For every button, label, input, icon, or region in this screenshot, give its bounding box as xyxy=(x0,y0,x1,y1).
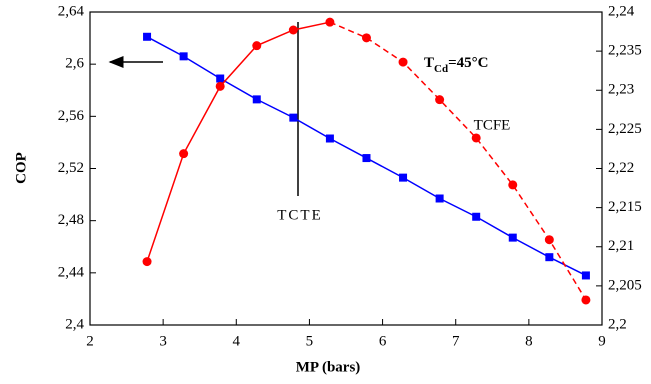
marker xyxy=(288,25,298,35)
marker xyxy=(361,33,371,43)
x-tick-label: 9 xyxy=(598,333,606,349)
x-tick-label: 4 xyxy=(233,333,241,349)
x-tick-label: 5 xyxy=(306,333,314,349)
annotation-sub: Cd xyxy=(434,63,448,75)
marker xyxy=(581,295,591,305)
marker xyxy=(215,81,225,91)
x-axis-label: MP (bars) xyxy=(296,359,361,375)
marker xyxy=(216,74,225,83)
annotation-rest: =45°C xyxy=(448,55,488,71)
marker xyxy=(289,113,298,122)
y-tick-label: 2,52 xyxy=(58,160,84,176)
y-tick-label: 2,4 xyxy=(65,316,84,332)
y2-tick-label: 2,225 xyxy=(608,121,642,137)
marker xyxy=(325,17,335,27)
y2-tick-label: 2,22 xyxy=(608,160,634,176)
marker xyxy=(252,41,262,51)
series-line xyxy=(146,21,331,262)
y2-tick-label: 2,215 xyxy=(608,199,642,215)
annotation: TCd=45°C xyxy=(424,55,488,74)
annotation: TCFE xyxy=(474,117,511,133)
marker xyxy=(435,194,444,203)
marker xyxy=(471,133,481,143)
marker xyxy=(143,32,152,41)
y2-tick-label: 2,23 xyxy=(608,82,634,98)
x-tick-label: 2 xyxy=(86,333,94,349)
marker xyxy=(508,180,518,190)
marker xyxy=(472,212,481,221)
y-tick-label: 2,48 xyxy=(58,212,84,228)
marker xyxy=(325,134,334,143)
x-tick-label: 8 xyxy=(525,333,533,349)
y2-tick-label: 2,21 xyxy=(608,238,634,254)
marker xyxy=(435,95,445,105)
marker xyxy=(362,154,371,163)
y2-tick-label: 2,205 xyxy=(608,277,642,293)
y-tick-label: 2,6 xyxy=(65,56,84,72)
marker xyxy=(399,173,408,182)
x-tick-label: 6 xyxy=(379,333,387,349)
annotation-main: T xyxy=(424,55,434,71)
y2-tick-label: 2,24 xyxy=(608,3,635,19)
y2-tick-label: 2,235 xyxy=(608,43,642,59)
marker xyxy=(545,253,554,262)
y-tick-label: 2,56 xyxy=(58,108,85,124)
marker xyxy=(508,233,517,242)
y-axis-label: COP xyxy=(13,152,29,184)
marker xyxy=(142,257,152,267)
annotation: TCTE xyxy=(277,207,323,223)
y2-tick-label: 2,2 xyxy=(608,316,627,332)
y-tick-label: 2,64 xyxy=(58,3,85,19)
series-line xyxy=(329,21,587,301)
marker xyxy=(398,57,408,67)
plot-frame xyxy=(89,11,603,326)
marker xyxy=(544,235,554,245)
marker xyxy=(179,52,188,61)
y-tick-label: 2,44 xyxy=(58,264,85,280)
marker xyxy=(179,149,189,159)
x-tick-label: 7 xyxy=(452,333,460,349)
marker xyxy=(581,271,590,280)
x-tick-label: 3 xyxy=(159,333,167,349)
marker xyxy=(252,95,261,104)
